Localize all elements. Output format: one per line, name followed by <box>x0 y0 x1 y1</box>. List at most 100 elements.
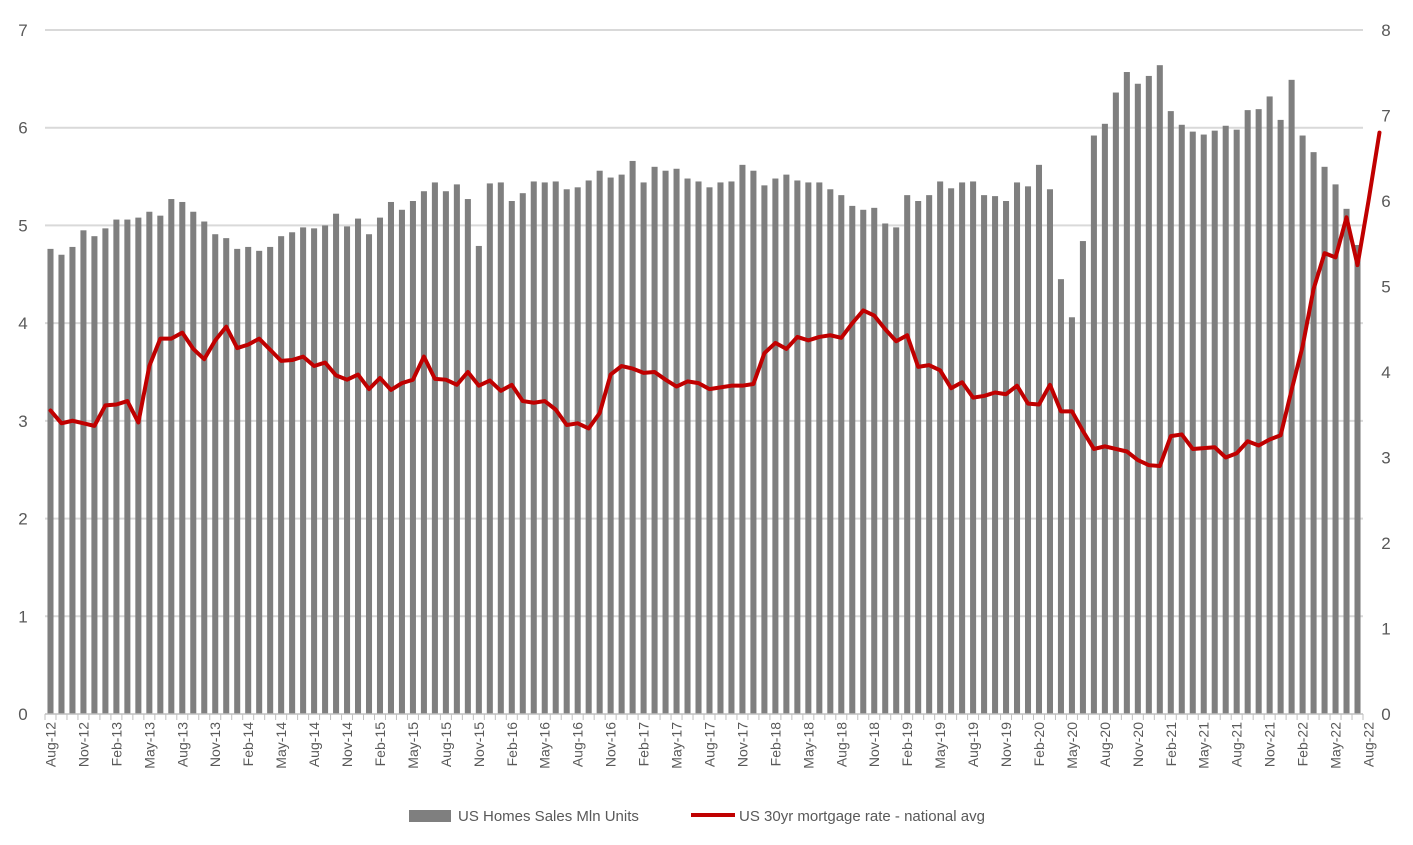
bar <box>58 254 65 714</box>
bar <box>816 182 823 715</box>
left-tick-label: 4 <box>18 314 27 333</box>
x-tick-label: May-22 <box>1328 722 1344 769</box>
x-tick-label: Aug-19 <box>965 722 981 767</box>
bar <box>1200 134 1207 714</box>
bar <box>475 245 482 714</box>
bar <box>1101 123 1108 714</box>
x-tick-label: Nov-17 <box>734 722 750 767</box>
bar <box>113 219 120 714</box>
bar <box>1222 125 1229 714</box>
x-tick-label: Feb-13 <box>108 722 124 767</box>
x-tick-label: Aug-17 <box>701 722 717 767</box>
bar <box>1003 201 1010 714</box>
right-tick-label: 1 <box>1381 620 1390 639</box>
bar <box>365 234 373 715</box>
x-tick-label: Nov-18 <box>866 722 882 767</box>
bar <box>871 207 878 714</box>
x-tick-label: May-13 <box>141 722 157 769</box>
x-tick-label: May-20 <box>1064 722 1080 769</box>
bar <box>497 182 504 715</box>
x-tick-label: Aug-22 <box>1360 722 1376 767</box>
bar <box>179 201 186 714</box>
right-axis: 0 1 2 3 4 5 6 7 8 <box>1381 21 1390 724</box>
bar <box>893 227 900 714</box>
bar <box>882 223 889 714</box>
bar <box>640 182 647 715</box>
x-tick-label: Aug-21 <box>1229 722 1245 767</box>
bar <box>1343 208 1350 714</box>
bar <box>1167 111 1174 715</box>
bar <box>717 182 724 715</box>
bar <box>486 183 493 714</box>
bar <box>1189 131 1196 714</box>
bar <box>344 226 351 715</box>
left-tick-label: 1 <box>18 607 27 626</box>
left-tick-label: 0 <box>18 705 27 724</box>
right-tick-label: 6 <box>1381 192 1390 211</box>
bar <box>146 211 153 714</box>
x-tick-label: Feb-22 <box>1295 722 1311 767</box>
bar <box>91 236 98 715</box>
bar <box>1211 130 1218 714</box>
bar <box>970 181 977 714</box>
right-tick-label: 7 <box>1381 107 1390 126</box>
bar <box>124 219 131 714</box>
bar <box>311 228 318 715</box>
bar <box>728 181 735 714</box>
bar <box>860 209 867 714</box>
bar <box>157 215 164 714</box>
bar <box>1332 184 1339 715</box>
x-tick-label: Nov-19 <box>998 722 1014 767</box>
bar <box>1266 96 1273 714</box>
bar <box>574 187 581 714</box>
bar <box>1068 317 1075 714</box>
bar <box>1156 65 1163 715</box>
bar <box>937 181 944 714</box>
bar <box>442 191 449 714</box>
left-tick-label: 3 <box>18 412 27 431</box>
bar <box>915 201 922 714</box>
right-tick-label: 5 <box>1381 278 1390 297</box>
bar <box>431 182 438 715</box>
legend: US Homes Sales Mln Units US 30yr mortgag… <box>409 808 985 825</box>
bar <box>992 196 999 715</box>
bar <box>190 211 197 714</box>
line-series <box>48 130 1382 469</box>
legend-label-bars: US Homes Sales Mln Units <box>458 808 639 825</box>
bar <box>948 188 955 715</box>
bar <box>541 182 548 715</box>
x-tick-label: Feb-20 <box>1031 722 1047 767</box>
bar <box>398 209 405 714</box>
bar <box>322 225 329 714</box>
x-tick-label: Nov-12 <box>75 722 91 767</box>
bar <box>838 195 845 714</box>
bar <box>80 230 87 715</box>
left-tick-label: 5 <box>18 216 27 235</box>
bar <box>464 199 471 714</box>
bar <box>805 182 812 715</box>
x-tick-label: Nov-16 <box>603 722 619 767</box>
x-tick-label: Feb-18 <box>767 722 783 767</box>
x-tick-label: May-19 <box>932 722 948 769</box>
bar <box>300 227 307 714</box>
bar <box>585 180 592 715</box>
bar <box>607 177 614 714</box>
bar <box>926 195 933 714</box>
bar <box>596 170 603 715</box>
bar <box>69 246 76 714</box>
bar <box>1090 135 1097 714</box>
bar <box>530 181 537 714</box>
bar <box>706 187 713 714</box>
bar <box>245 246 252 714</box>
x-tick-label: Nov-21 <box>1262 722 1278 767</box>
bar <box>1112 92 1119 715</box>
x-tick-label: Aug-20 <box>1097 722 1113 767</box>
bar <box>750 170 757 715</box>
bar <box>695 181 702 714</box>
bar <box>651 166 658 715</box>
bar <box>1244 110 1251 714</box>
bar <box>1024 186 1032 715</box>
x-tick-label: Feb-21 <box>1163 722 1179 767</box>
x-tick-label: Feb-17 <box>636 722 652 767</box>
bar <box>1310 152 1317 715</box>
